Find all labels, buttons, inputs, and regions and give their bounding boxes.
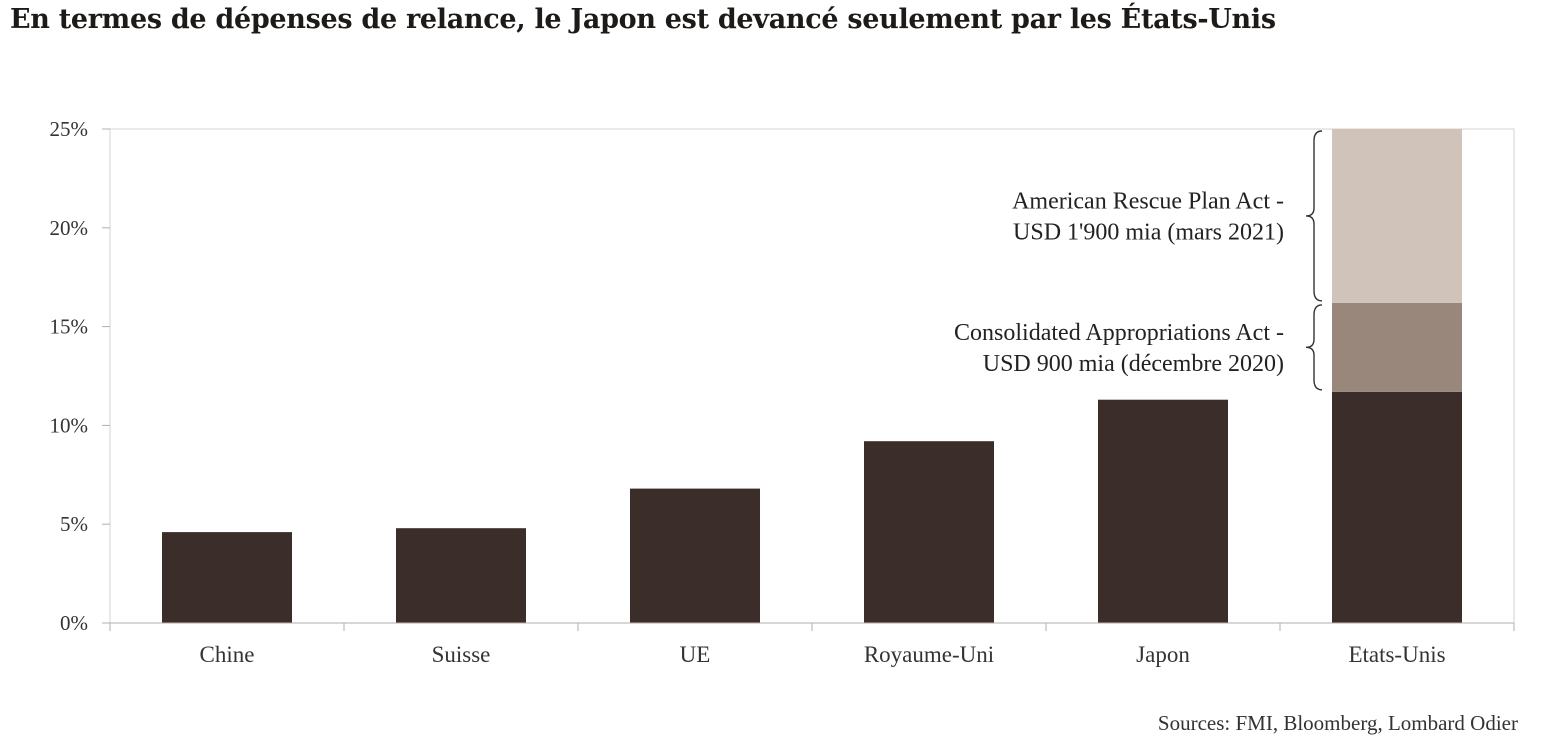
annotation-text: USD 900 mia (décembre 2020) bbox=[983, 351, 1284, 377]
x-tick-label: Japon bbox=[1136, 642, 1190, 667]
bar-segment-2-5 bbox=[1332, 129, 1462, 303]
y-tick-label: 15% bbox=[50, 315, 89, 339]
bar-segment-0-4 bbox=[1098, 399, 1228, 623]
axes-group: Chine Suisse UE Royaume-Uni Japon Etats-Unis 0… bbox=[50, 117, 1515, 667]
x-tick-label: Suisse bbox=[432, 642, 491, 667]
annotation-text: American Rescue Plan Act - bbox=[1012, 188, 1284, 214]
x-tick-label: Chine bbox=[200, 642, 255, 667]
bar-segment-0-1 bbox=[396, 528, 526, 623]
bar-segment-0-2 bbox=[630, 488, 760, 623]
y-tick-label: 5% bbox=[60, 512, 88, 536]
x-tick-label: UE bbox=[680, 642, 711, 667]
chart-title: En termes de dépenses de relance, le Jap… bbox=[10, 4, 1276, 35]
x-tick-label: Royaume-Uni bbox=[864, 642, 994, 667]
plot-frame bbox=[109, 128, 1515, 624]
annotations-group: Consolidated Appropriations Act - USD 900… bbox=[954, 130, 1323, 391]
bar-segment-0-0 bbox=[162, 532, 292, 623]
annotation-brace bbox=[1305, 304, 1323, 391]
annotation-brace bbox=[1305, 130, 1323, 302]
x-tick-label: Etats-Unis bbox=[1348, 642, 1445, 667]
y-tick-label: 20% bbox=[50, 216, 89, 240]
bar-segment-0-3 bbox=[864, 441, 994, 623]
y-tick-label: 0% bbox=[60, 611, 88, 635]
y-tick-label: 25% bbox=[50, 117, 89, 141]
bar-segment-0-5 bbox=[1332, 391, 1462, 623]
bars-group bbox=[162, 129, 1462, 623]
source-note: Sources: FMI, Bloomberg, Lombard Odier bbox=[1157, 711, 1518, 735]
bar-segment-1-5 bbox=[1332, 302, 1462, 392]
annotation-text: USD 1'900 mia (mars 2021) bbox=[1013, 219, 1284, 245]
annotation-text: Consolidated Appropriations Act - bbox=[954, 320, 1284, 346]
y-tick-label: 10% bbox=[50, 413, 89, 437]
